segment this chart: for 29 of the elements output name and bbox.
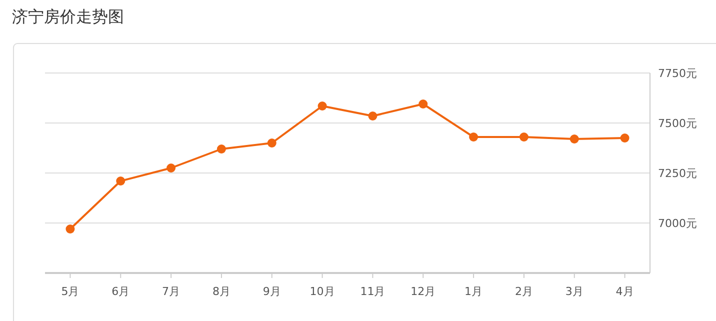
point [166,164,176,172]
x-tick-label: 12月 [410,285,436,298]
x-tick-label: 7月 [162,285,180,298]
x-tick-label: 3月 [565,285,584,298]
x-tick-label: 1月 [464,285,483,298]
x-tick-label: 6月 [112,285,130,298]
y-tick-label: 7000元 [658,217,697,230]
point [469,132,478,142]
point [116,176,126,186]
point [368,112,378,120]
point [570,134,579,144]
y-tick-label: 7250元 [658,167,697,180]
y-tick-label: 7500元 [658,117,697,130]
x-tick-label: 11月 [360,285,386,298]
point [318,102,327,110]
point [66,224,75,234]
x-tick-label: 10月 [310,285,335,298]
x-tick-label: 5月 [61,285,80,298]
x-tick-label: 8月 [212,285,230,298]
point [216,144,226,154]
point [620,134,630,142]
y-tick-label: 7750元 [658,67,697,80]
point [519,132,528,142]
chart-title: 济宁房价走势图 [12,7,124,26]
x-tick-label: 2月 [514,285,533,298]
x-tick-label: 4月 [616,285,634,298]
x-tick-label: 9月 [262,285,281,298]
point [267,138,276,148]
point [418,100,428,108]
